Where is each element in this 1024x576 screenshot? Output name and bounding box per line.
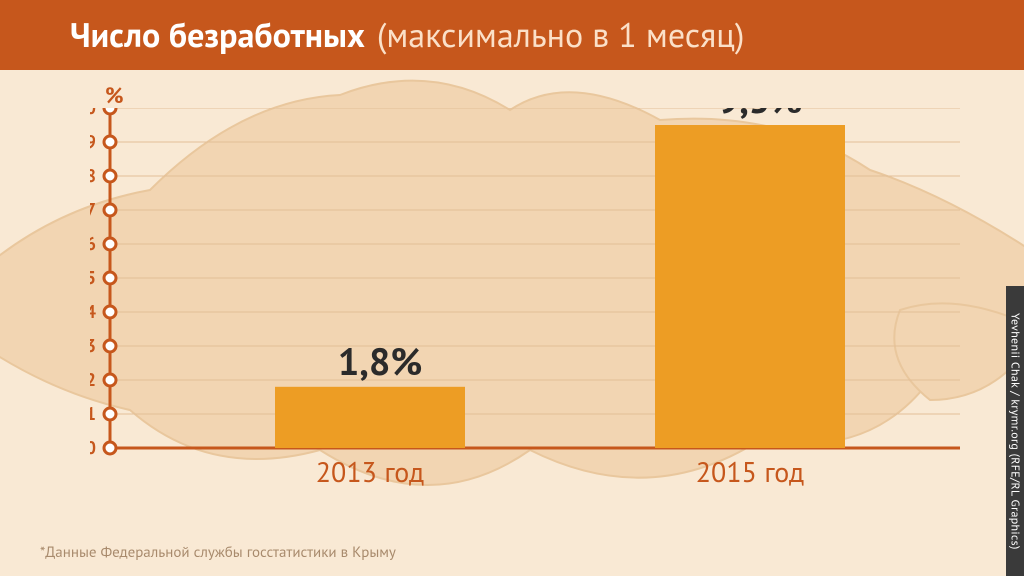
y-axis-unit: % bbox=[105, 82, 123, 110]
infographic-page: Число безработных (максимально в 1 месяц… bbox=[0, 0, 1024, 576]
svg-text:0: 0 bbox=[90, 436, 96, 459]
svg-text:4: 4 bbox=[90, 300, 96, 323]
svg-text:2015 год: 2015 год bbox=[696, 453, 804, 488]
header-bar: Число безработных (максимально в 1 месяц… bbox=[0, 0, 1024, 70]
credit-text: Yevhenii Chak / krymr.org (RFE/RL Graphi… bbox=[1008, 313, 1023, 550]
svg-text:9,5%: 9,5% bbox=[718, 108, 803, 124]
title-light: (максимально в 1 месяц) bbox=[377, 13, 745, 57]
svg-text:7: 7 bbox=[90, 198, 96, 221]
svg-text:2013 год: 2013 год bbox=[316, 453, 424, 488]
svg-text:8: 8 bbox=[90, 164, 96, 187]
source-footnote: *Данные Федеральной службы госстатистики… bbox=[40, 543, 396, 562]
svg-text:1,8%: 1,8% bbox=[338, 337, 423, 386]
bar-chart: 0 1 2 3 4 5 6 7 8 9 10 1,8% 2013 год 9,5% 2015 год bbox=[90, 108, 970, 488]
svg-text:3: 3 bbox=[90, 334, 96, 357]
svg-text:5: 5 bbox=[90, 266, 96, 289]
title-bold: Число безработных bbox=[70, 13, 365, 57]
svg-text:1: 1 bbox=[90, 402, 96, 425]
svg-text:9: 9 bbox=[90, 130, 96, 153]
svg-text:10: 10 bbox=[90, 108, 96, 119]
credit-strip: Yevhenii Chak / krymr.org (RFE/RL Graphi… bbox=[1006, 286, 1024, 576]
svg-text:2: 2 bbox=[90, 368, 96, 391]
svg-text:6: 6 bbox=[90, 232, 96, 255]
